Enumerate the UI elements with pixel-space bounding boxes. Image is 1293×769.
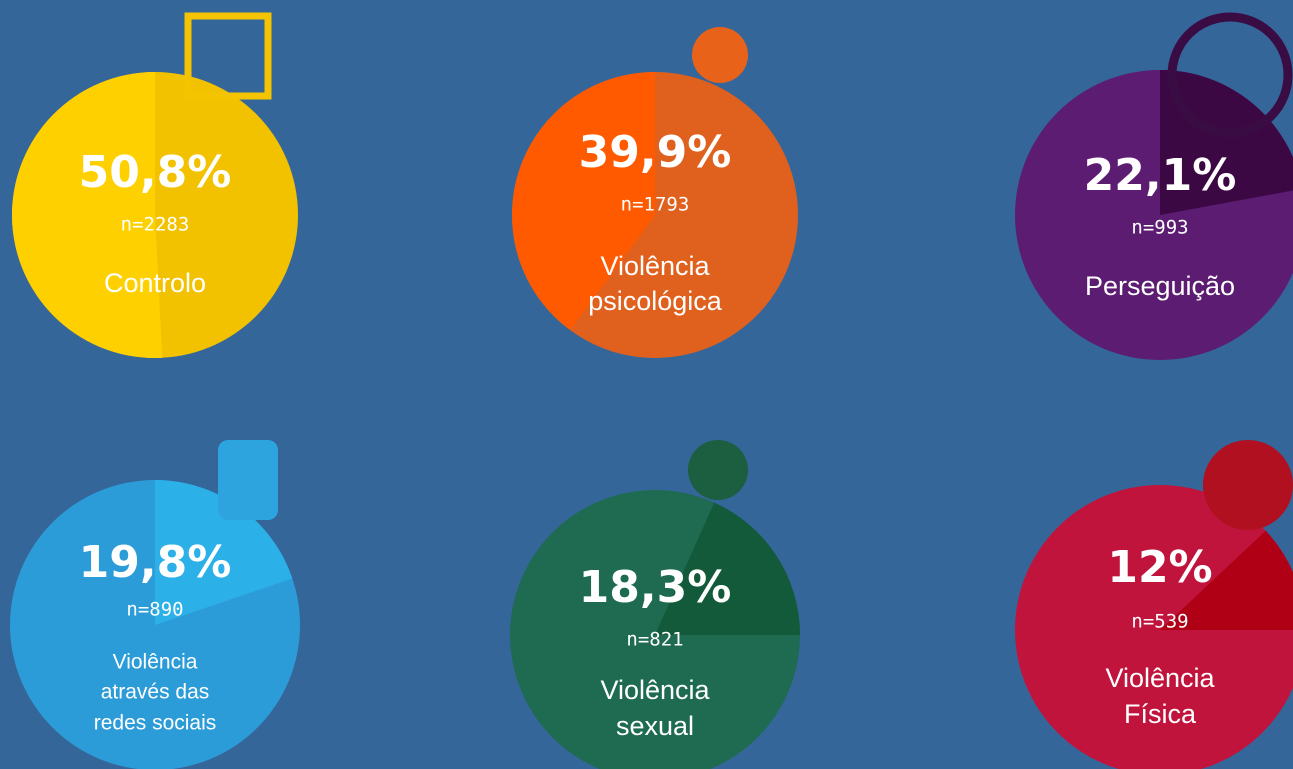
category-label: Violência — [1105, 663, 1215, 693]
n-label: n=890 — [126, 599, 183, 621]
pie-wedge — [11, 72, 163, 358]
pie-chart: 12% n=539 Violência Física — [1015, 485, 1293, 769]
n-label: n=821 — [626, 629, 683, 651]
pie-wedge — [655, 502, 800, 635]
pie-wedge — [155, 480, 293, 625]
pie-chart: 39,9% n=1793 Violência psicológica — [512, 72, 798, 358]
percentage-label: 22,1% — [1084, 150, 1237, 201]
pie-chart: 22,1% n=993 Perseguição — [1015, 70, 1293, 360]
control-icon — [184, 12, 272, 100]
people-icon — [692, 27, 748, 83]
category-label: Controlo — [104, 268, 206, 298]
n-label: n=2283 — [121, 214, 190, 236]
phone-icon — [218, 440, 278, 520]
percentage-label: 19,8% — [79, 537, 232, 588]
n-label: n=539 — [1131, 611, 1188, 633]
percentage-label: 12% — [1107, 542, 1212, 593]
pie-wedge — [512, 72, 655, 331]
category-label: Violência — [600, 675, 710, 705]
category-label: sexual — [616, 711, 694, 741]
category-label: através das — [101, 681, 210, 704]
percentage-label: 50,8% — [79, 147, 232, 198]
pie-chart: 19,8% n=890 Violência através das redes soci… — [10, 480, 300, 769]
pie-chart: 18,3% n=821 Violência sexual — [510, 490, 800, 769]
person-icon — [688, 440, 748, 500]
n-label: n=1793 — [621, 194, 690, 216]
face-icon — [1203, 440, 1293, 530]
percentage-label: 18,3% — [579, 562, 732, 613]
category-label: Violência — [113, 651, 198, 674]
category-label: Perseguição — [1085, 271, 1235, 301]
pie-wedge — [1160, 70, 1293, 215]
category-label: redes sociais — [94, 712, 217, 735]
category-label: Física — [1124, 699, 1197, 729]
icons — [184, 12, 1293, 530]
n-label: n=993 — [1131, 217, 1188, 239]
pie-wedge — [1160, 530, 1293, 630]
pie-background — [1015, 485, 1293, 769]
pie-chart: 50,8% n=2283 Controlo — [11, 72, 298, 358]
category-label: Violência — [600, 251, 710, 281]
category-label: psicológica — [588, 286, 723, 316]
target-icon — [1167, 12, 1293, 138]
percentage-label: 39,9% — [579, 127, 732, 178]
